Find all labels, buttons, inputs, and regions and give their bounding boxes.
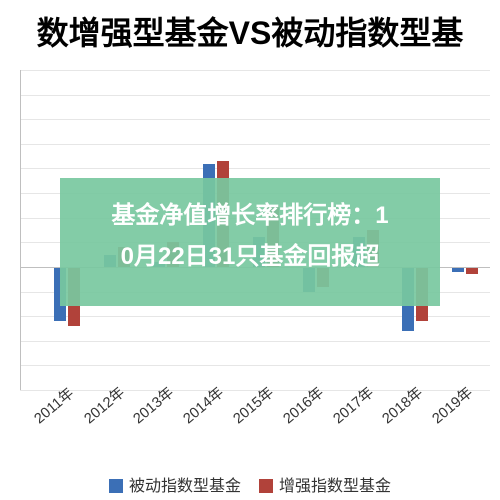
overlay-line-1: 基金净值增长率排行榜：1 — [70, 196, 430, 237]
legend: 被动指数型基金 增强指数型基金 — [0, 472, 500, 496]
legend-label: 增强指数型基金 — [279, 478, 391, 495]
legend-label: 被动指数型基金 — [129, 478, 241, 495]
legend-swatch — [109, 479, 123, 493]
legend-swatch — [259, 479, 273, 493]
y-axis — [20, 70, 21, 390]
overlay-line-2: 0月22日31只基金回报超 — [70, 237, 430, 278]
legend-item: 被动指数型基金 — [109, 478, 241, 495]
bar — [466, 267, 478, 274]
legend-item: 增强指数型基金 — [241, 478, 391, 495]
chart-title: 数增强型基金VS被动指数型基 — [0, 8, 500, 54]
overlay-banner: 基金净值增长率排行榜：1 0月22日31只基金回报超 — [60, 178, 440, 306]
